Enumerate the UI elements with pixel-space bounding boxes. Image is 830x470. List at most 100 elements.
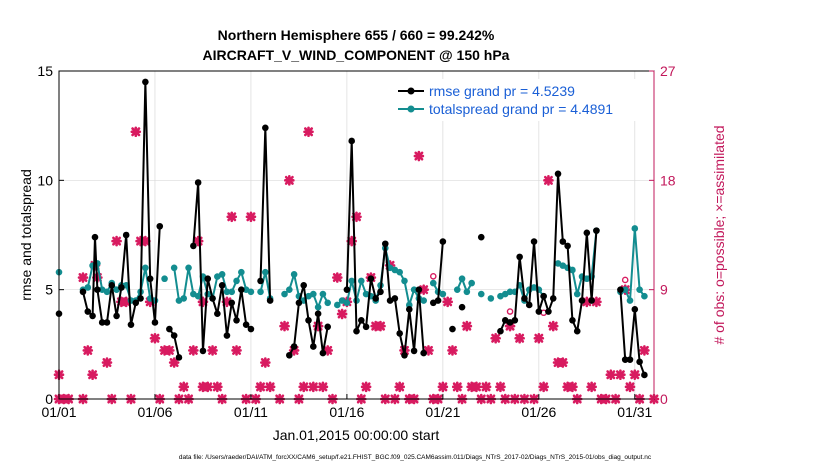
rmse-point [137,295,144,302]
rmse-point [564,242,571,250]
rmse-point [415,286,423,293]
rmse-point [324,323,332,331]
rmse-point [214,310,221,318]
spread-point [233,277,240,285]
obs-assimilated-point [87,369,98,381]
spread-point [262,268,269,276]
y-tick-label: 10 [37,172,53,188]
obs-assimilated-point [490,332,501,344]
obs-assimilated-point [605,369,617,381]
spread-point [343,299,351,307]
obs-assimilated-point [149,332,161,344]
rmse-point [305,316,312,324]
rmse-point [641,371,648,379]
spread-point [257,288,264,296]
spread-point [180,295,188,302]
spread-point [463,288,471,296]
rmse-point [151,319,159,326]
rmse-point [94,286,101,293]
spread-point [626,297,634,304]
rmse-point [391,295,399,302]
rmse-point [497,327,504,335]
obs-assimilated-point [413,150,425,162]
rmse-point [108,281,116,289]
spread-point [324,299,332,307]
x-tick-label: 01/21 [425,404,460,420]
obs-assimilated-point [260,357,271,368]
right-tick-label: 9 [660,282,668,298]
obs-assimilated-point [111,235,122,247]
rmse-point [511,316,519,324]
spread-point [161,275,168,283]
spread-line [456,277,473,293]
rmse-point [314,310,322,318]
obs-assimilated-point [207,345,218,356]
rmse-point [228,299,236,307]
obs-assimilated-point [624,381,636,393]
rmse-point [170,332,178,339]
spread-point [621,286,629,293]
right-tick-label: 18 [660,172,676,188]
rmse-point [516,253,523,261]
legend-spread-label: totalspread grand pr = 4.4891 [429,101,613,117]
obs-assimilated-point [423,345,434,356]
spread-point [429,279,437,287]
obs-assimilated-point [586,381,597,393]
spread-point [103,288,111,296]
rmse-point [132,299,140,307]
obs-assimilated-point [332,272,343,283]
rmse-point [257,277,264,285]
rmse-point [319,349,327,357]
rmse-point [621,356,629,363]
spread-point [453,286,461,293]
right-axis-label: # of obs: o=possible; ×=assimilated [711,125,727,344]
obs-possible-point [506,308,514,315]
rmse-point [91,233,99,241]
rmse-point [199,347,207,355]
legend-box [393,79,645,121]
obs-assimilated-point [255,381,266,393]
rmse-point [79,288,87,296]
right-tick-label: 0 [660,391,668,407]
legend-rmse-label: rmse grand pr = 4.5239 [429,83,575,99]
obs-assimilated-point [437,381,449,393]
obs-assimilated-point [447,345,458,356]
spread-point [396,268,403,276]
obs-assimilated-point [394,381,405,393]
obs-assimilated-point [298,381,310,393]
spread-point [477,290,485,298]
obs-assimilated-point [264,381,276,393]
rmse-point [146,275,154,283]
obs-assimilated-point [533,332,545,344]
rmse-point [118,284,125,291]
rmse-point [535,308,543,315]
rmse-point [348,137,356,145]
rmse-point [175,354,183,361]
rmse-point [631,306,639,313]
rmse-point [554,170,562,178]
spread-point [631,225,639,232]
rmse-point [142,78,149,86]
rmse-point [286,351,293,359]
obs-possible-point [429,273,437,280]
rmse-point [588,297,595,304]
x-tick-label: 01/01 [41,404,76,420]
rmse-point [420,349,427,357]
obs-assimilated-point [308,381,319,393]
rmse-point [578,297,586,304]
obs-assimilated-point [82,345,94,356]
y-tick-label: 15 [37,63,53,79]
rmse-point [410,347,418,355]
rmse-point [238,286,245,293]
rmse-point [218,281,226,289]
rmse-point [367,275,375,283]
rmse-point [247,325,255,333]
obs-assimilated-point [629,369,641,381]
rmse-point [89,312,96,320]
spread-point [223,288,231,296]
rmse-point [617,286,624,293]
spread-point [314,303,322,311]
obs-assimilated-point [168,357,180,368]
rmse-point [559,238,567,245]
